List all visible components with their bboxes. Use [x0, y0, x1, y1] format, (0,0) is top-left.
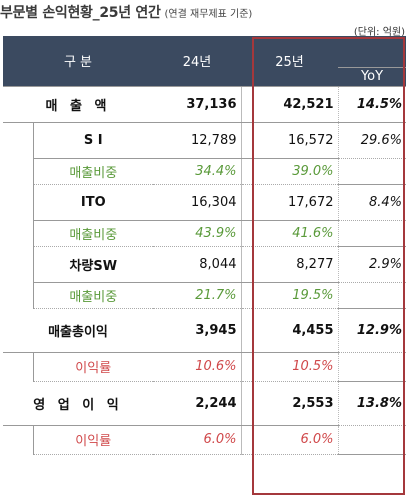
revenue-25: 42,521	[241, 86, 339, 123]
op-margin-gutter	[3, 425, 34, 454]
table-row: S I 12,789 16,572 29.6%	[3, 122, 406, 308]
gross-margin-25: 10.5%	[241, 352, 339, 382]
table-row: 차량SW 8,044 8,277 2.9%	[3, 246, 406, 283]
header-row-2: YoY	[3, 66, 406, 87]
table-row: 매 출 액 37,136 42,521 14.5%	[3, 86, 406, 123]
vsw-share-yoy	[338, 282, 406, 309]
income-table: 구 분 24년 25년 YoY 매 출 액 37,136 42,521 14.5…	[3, 36, 406, 455]
si-share-label: 매출비중	[33, 158, 153, 185]
ito-share-yoy	[338, 220, 406, 247]
revenue-yoy: 14.5%	[338, 86, 406, 123]
header-row: 구 분 24년 25년	[3, 36, 406, 87]
si-share-24: 34.4%	[153, 158, 242, 185]
gross-margin-24: 10.6%	[153, 352, 242, 382]
header-25: 25년	[241, 36, 338, 87]
op-24: 2,244	[153, 381, 242, 426]
segment-gutter	[3, 122, 34, 308]
table-row: 이익률 6.0% 6.0%	[3, 425, 406, 455]
vsw-label: 차량SW	[33, 246, 153, 283]
table-row: 매출비중 34.4% 39.0%	[3, 158, 406, 185]
table-row: 매출비중 43.9% 41.6%	[3, 220, 406, 247]
gross-yoy: 12.9%	[338, 308, 406, 353]
page-title: 부문별 손익현황_25년 연간	[0, 5, 161, 21]
revenue-24: 37,136	[153, 86, 242, 123]
si-label: S I	[33, 122, 153, 159]
table-row: 영 업 이 익 2,244 2,553 13.8%	[3, 381, 406, 426]
gross-25: 4,455	[241, 308, 339, 353]
si-25: 16,572	[241, 122, 339, 159]
table-row: ITO 16,304 17,672 8.4%	[3, 184, 406, 221]
revenue-label: 매 출 액	[3, 86, 153, 123]
table-row: 이익률 10.6% 10.5%	[3, 352, 406, 382]
ito-25: 17,672	[241, 184, 339, 221]
si-share-yoy	[338, 158, 406, 185]
op-margin-yoy	[338, 425, 406, 455]
si-yoy: 29.6%	[338, 122, 406, 159]
ito-share-24: 43.9%	[153, 220, 242, 247]
gross-24: 3,945	[153, 308, 242, 353]
table-row: 매출총이익 3,945 4,455 12.9%	[3, 308, 406, 353]
si-24: 12,789	[153, 122, 242, 159]
header-24: 24년	[153, 36, 241, 87]
op-margin-25: 6.0%	[241, 425, 339, 455]
gross-margin-label: 이익률	[33, 352, 153, 382]
ito-24: 16,304	[153, 184, 242, 221]
header-yoy: YoY	[338, 66, 406, 87]
table-row: 매출비중 21.7% 19.5%	[3, 282, 406, 309]
vsw-share-25: 19.5%	[241, 282, 339, 309]
ito-share-25: 41.6%	[241, 220, 339, 247]
header-category: 구 분	[3, 36, 153, 87]
margin-gutter	[3, 352, 34, 381]
op-label: 영 업 이 익	[3, 381, 153, 426]
si-share-25: 39.0%	[241, 158, 339, 185]
gross-label: 매출총이익	[3, 308, 153, 353]
unit-label: (단위: 억원)	[353, 27, 405, 38]
title-row: 부문별 손익현황_25년 연간 (연결 재무제표 기준)	[0, 2, 252, 22]
op-25: 2,553	[241, 381, 339, 426]
ito-share-label: 매출비중	[33, 220, 153, 247]
op-margin-label: 이익률	[33, 425, 153, 455]
vsw-25: 8,277	[241, 246, 339, 283]
op-yoy: 13.8%	[338, 381, 406, 426]
header-blank	[338, 36, 406, 68]
ito-label: ITO	[33, 184, 153, 221]
vsw-share-label: 매출비중	[33, 282, 153, 309]
op-margin-24: 6.0%	[153, 425, 242, 455]
page-subtitle: (연결 재무제표 기준)	[164, 9, 253, 20]
ito-yoy: 8.4%	[338, 184, 406, 221]
vsw-yoy: 2.9%	[338, 246, 406, 283]
vsw-24: 8,044	[153, 246, 242, 283]
vsw-share-24: 21.7%	[153, 282, 242, 309]
gross-margin-yoy	[338, 352, 406, 382]
